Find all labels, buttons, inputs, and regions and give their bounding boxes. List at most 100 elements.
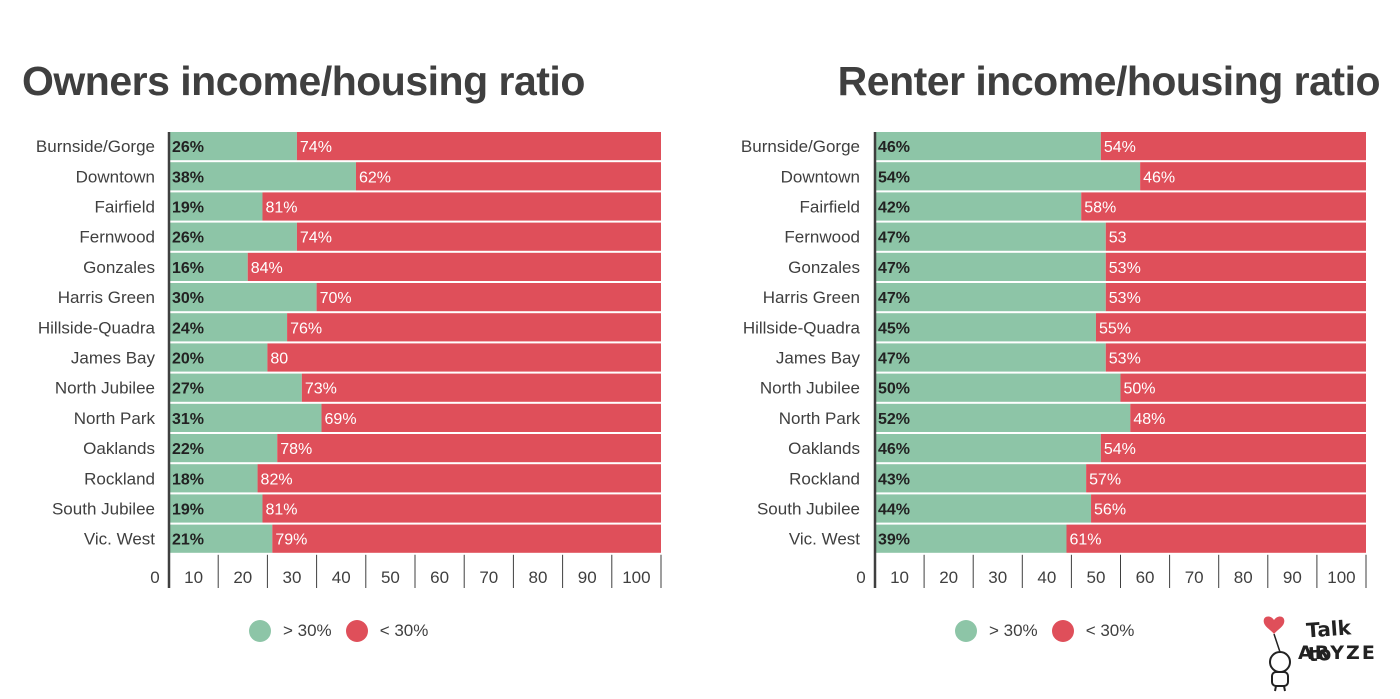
data-label-below-gonzales: 53% <box>1109 260 1141 277</box>
data-label-below-north-park: 48% <box>1133 411 1165 428</box>
bar-above-gonzales <box>169 252 248 281</box>
bar-below-burnside-gorge <box>296 132 661 161</box>
bar-above-james-bay <box>875 343 1106 372</box>
bar-above-fairfield <box>875 192 1082 221</box>
category-label-south-jubilee: South Jubilee <box>757 500 860 519</box>
data-label-above-oaklands: 22% <box>172 441 204 458</box>
data-label-above-hillside-quadra: 45% <box>878 320 910 337</box>
category-label-downtown: Downtown <box>76 167 155 186</box>
bar-below-north-jubilee <box>301 373 661 402</box>
data-label-above-fairfield: 19% <box>172 200 204 217</box>
x-tick-label-40: 40 <box>332 568 351 587</box>
bar-below-hillside-quadra <box>287 313 661 342</box>
category-label-north-jubilee: North Jubilee <box>760 379 860 398</box>
bar-above-downtown <box>169 162 356 191</box>
bar-above-james-bay <box>169 343 268 372</box>
category-label-downtown: Downtown <box>781 167 860 186</box>
category-label-north-park: North Park <box>779 409 861 428</box>
bar-below-oaklands <box>277 434 661 463</box>
bar-below-north-park <box>321 403 661 432</box>
renter-legend: > 30% < 30% <box>955 620 1148 642</box>
x-tick-label-20: 20 <box>939 568 958 587</box>
category-label-fernwood: Fernwood <box>784 228 860 247</box>
data-label-below-downtown: 46% <box>1143 169 1175 186</box>
owners-legend: > 30% < 30% <box>249 620 442 642</box>
x-tick-label-100: 100 <box>622 568 650 587</box>
data-label-below-oaklands: 54% <box>1104 441 1136 458</box>
x-tick-label-80: 80 <box>1234 568 1253 587</box>
x-tick-label-0: 0 <box>150 568 159 587</box>
bar-below-james-bay <box>1105 343 1366 372</box>
x-tick-label-60: 60 <box>430 568 449 587</box>
bar-below-vic-west <box>272 524 661 553</box>
bar-above-fairfield <box>169 192 263 221</box>
bar-above-north-jubilee <box>875 373 1121 402</box>
data-label-below-hillside-quadra: 55% <box>1099 320 1131 337</box>
bar-below-vic-west <box>1066 524 1366 553</box>
x-tick-label-50: 50 <box>1086 568 1105 587</box>
category-label-north-jubilee: North Jubilee <box>55 379 155 398</box>
x-tick-label-100: 100 <box>1327 568 1355 587</box>
bar-above-north-park <box>875 403 1131 432</box>
renter-chart: 46% 54% Burnside/Gorge 54% 46% Downtown 42% 58%… <box>741 132 1367 588</box>
data-label-above-harris-green: 30% <box>172 290 204 307</box>
bar-above-north-park <box>169 403 322 432</box>
category-label-fernwood: Fernwood <box>79 228 155 247</box>
data-label-above-north-jubilee: 50% <box>878 381 910 398</box>
data-label-below-james-bay: 53% <box>1109 351 1141 368</box>
data-label-below-fernwood: 53 <box>1109 230 1127 247</box>
category-label-gonzales: Gonzales <box>788 258 860 277</box>
bar-below-fernwood <box>1105 222 1366 251</box>
x-tick-label-70: 70 <box>1185 568 1204 587</box>
bar-below-gonzales <box>1105 252 1366 281</box>
bar-below-downtown <box>355 162 661 191</box>
data-label-above-harris-green: 47% <box>878 290 910 307</box>
logo-line2: ARYZE <box>1298 642 1377 664</box>
data-label-below-burnside-gorge: 74% <box>300 139 332 156</box>
astronaut-heart-icon <box>1263 616 1291 692</box>
data-label-below-downtown: 62% <box>359 169 391 186</box>
bar-above-burnside-gorge <box>169 132 297 161</box>
category-label-burnside-gorge: Burnside/Gorge <box>36 137 155 156</box>
data-label-below-burnside-gorge: 54% <box>1104 139 1136 156</box>
category-label-hillside-quadra: Hillside-Quadra <box>38 318 156 337</box>
bar-above-hillside-quadra <box>169 313 288 342</box>
data-label-above-downtown: 38% <box>172 169 204 186</box>
data-label-above-fernwood: 47% <box>878 230 910 247</box>
category-label-gonzales: Gonzales <box>83 258 155 277</box>
data-label-above-gonzales: 47% <box>878 260 910 277</box>
bar-above-south-jubilee <box>169 494 263 523</box>
data-label-below-south-jubilee: 81% <box>265 502 297 519</box>
bar-above-fernwood <box>169 222 297 251</box>
data-label-above-burnside-gorge: 46% <box>878 139 910 156</box>
category-label-fairfield: Fairfield <box>800 198 860 217</box>
data-label-above-fernwood: 26% <box>172 230 204 247</box>
data-label-above-fairfield: 42% <box>878 200 910 217</box>
bar-above-downtown <box>875 162 1141 191</box>
bar-above-oaklands <box>875 434 1101 463</box>
legend-below-marker <box>1051 620 1074 642</box>
x-tick-label-50: 50 <box>381 568 400 587</box>
bar-below-gonzales <box>247 252 661 281</box>
owners-chart: 26% 74% Burnside/Gorge 38% 62% Downtown 19% 81%… <box>36 132 662 588</box>
talk-to-aryze-logo: Talk to ARYZE <box>1258 612 1378 692</box>
x-tick-label-90: 90 <box>1283 568 1302 587</box>
renter-chart-title: Renter income/housing ratio <box>837 58 1381 104</box>
category-label-oaklands: Oaklands <box>788 439 860 458</box>
category-label-vic-west: Vic. West <box>789 530 860 549</box>
bar-above-harris-green <box>875 283 1106 312</box>
bar-below-fernwood <box>296 222 661 251</box>
legend-above-label: > 30% <box>989 621 1038 640</box>
category-label-harris-green: Harris Green <box>763 288 860 307</box>
data-label-above-rockland: 18% <box>172 471 204 488</box>
x-tick-label-10: 10 <box>184 568 203 587</box>
bar-below-james-bay <box>267 343 661 372</box>
data-label-below-hillside-quadra: 76% <box>290 320 322 337</box>
data-label-below-fernwood: 74% <box>300 230 332 247</box>
data-label-below-north-park: 69% <box>325 411 357 428</box>
x-tick-label-80: 80 <box>529 568 548 587</box>
category-label-harris-green: Harris Green <box>58 288 155 307</box>
data-label-above-south-jubilee: 19% <box>172 502 204 519</box>
data-label-below-north-jubilee: 50% <box>1124 381 1156 398</box>
category-label-fairfield: Fairfield <box>95 198 155 217</box>
